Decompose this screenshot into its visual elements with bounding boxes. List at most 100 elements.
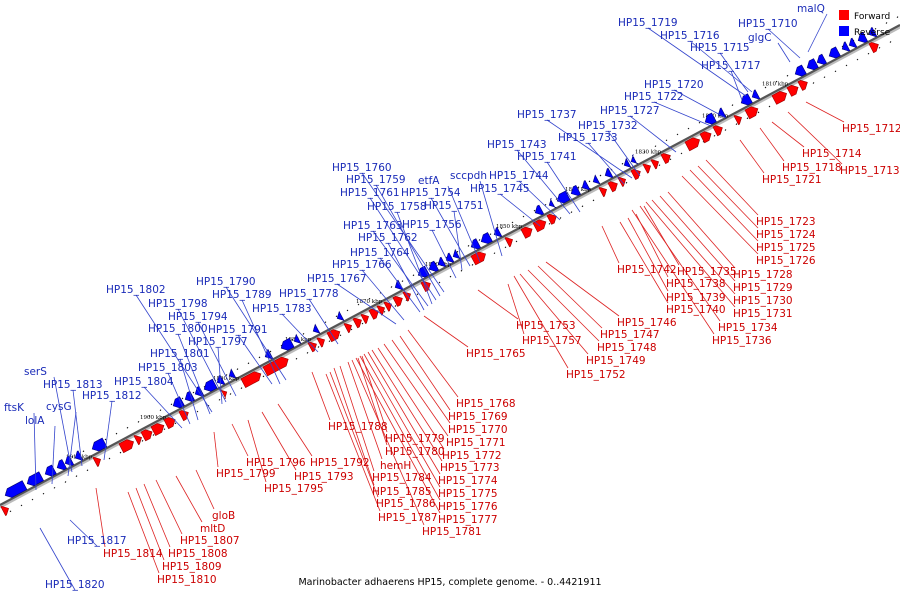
tick-mark xyxy=(493,252,496,255)
reverse-leader-line xyxy=(673,89,727,119)
tick-mark xyxy=(625,181,628,184)
forward-gene-arrow xyxy=(642,163,651,174)
tick-mark xyxy=(159,409,162,412)
tick-mark xyxy=(834,70,837,73)
reverse-leader-line xyxy=(336,283,397,325)
forward-gene-label: HP15_1765 xyxy=(466,348,526,360)
reverse-gene-label: HP15_1743 xyxy=(487,139,547,151)
forward-gene-arrow xyxy=(140,429,153,442)
reverse-gene-arrow xyxy=(841,41,851,52)
reverse-gene-arrow xyxy=(604,167,614,178)
reverse-gene-label: HP15_1783 xyxy=(252,303,312,315)
forward-gene-arrow xyxy=(219,388,228,400)
forward-gene-label: HP15_1748 xyxy=(597,342,657,354)
reverse-gene-arrow xyxy=(44,464,57,477)
reverse-gene-label: serS xyxy=(24,366,47,378)
tick-mark xyxy=(592,199,595,202)
forward-gene-label: HP15_1775 xyxy=(438,488,498,500)
reverse-gene-label: HP15_1758 xyxy=(367,201,427,213)
reverse-gene-arrow xyxy=(534,204,545,216)
forward-gene-arrow xyxy=(868,42,879,54)
reverse-leader-line xyxy=(69,519,98,547)
forward-gene-label: HP15_1742 xyxy=(617,264,677,276)
genome-caption: Marinobacter adhaerens HP15, complete ge… xyxy=(298,577,602,588)
forward-leader-line xyxy=(95,487,106,548)
forward-gene-arrow xyxy=(307,341,317,353)
reverse-gene-arrow xyxy=(794,64,807,77)
reverse-gene-label: HP15_1778 xyxy=(279,288,339,300)
forward-leader-line xyxy=(311,371,331,421)
reverse-leader-line xyxy=(430,197,471,267)
forward-leader-line xyxy=(347,361,383,460)
forward-leader-line xyxy=(739,139,765,174)
forward-leader-line xyxy=(175,475,203,523)
reverse-gene-label: HP15_1715 xyxy=(690,42,750,54)
reverse-leader-line xyxy=(629,115,677,153)
forward-gene-label: HP15_1771 xyxy=(446,437,506,449)
tick-mark xyxy=(757,111,760,114)
tick-mark xyxy=(108,457,111,460)
reverse-gene-label: HP15_1719 xyxy=(618,17,678,29)
forward-leader-line xyxy=(231,423,249,457)
reverse-leader-line xyxy=(51,425,56,485)
tick-mark xyxy=(42,492,45,495)
legend-reverse-swatch xyxy=(839,26,849,36)
forward-leader-line xyxy=(351,359,425,526)
reverse-gene-arrow xyxy=(56,459,68,471)
reverse-gene-label: HP15_1745 xyxy=(470,183,530,195)
reverse-gene-arrow xyxy=(570,184,582,196)
tick-mark xyxy=(533,209,536,212)
forward-gene-arrow xyxy=(92,456,101,467)
reverse-gene-arrow xyxy=(592,174,601,185)
tick-mark xyxy=(170,403,173,406)
forward-gene-label: HP15_1786 xyxy=(376,498,436,510)
forward-gene-label: HP15_1777 xyxy=(438,514,498,526)
tick-label: 1810 kbp xyxy=(762,81,789,87)
reverse-gene-label: HP15_1767 xyxy=(307,273,367,285)
forward-gene-label: mltD xyxy=(200,523,225,535)
forward-leader-line xyxy=(155,479,183,535)
reverse-leader-line xyxy=(72,389,83,467)
reverse-gene-label: HP15_1744 xyxy=(489,170,549,182)
forward-leader-line xyxy=(355,357,441,514)
forward-leader-line xyxy=(423,315,469,348)
reverse-gene-label: HP15_1790 xyxy=(196,276,256,288)
forward-gene-arrow xyxy=(133,435,142,446)
forward-gene-label: HP15_1768 xyxy=(456,398,516,410)
reverse-leader-line xyxy=(387,242,425,311)
tick-mark xyxy=(735,123,738,125)
reverse-leader-line xyxy=(396,211,433,305)
forward-leader-line xyxy=(681,175,759,255)
tick-mark xyxy=(812,82,815,84)
forward-leader-line xyxy=(705,159,759,216)
tick-label: 1870 kbp xyxy=(356,299,383,305)
forward-leader-line xyxy=(631,209,715,335)
reverse-gene-label: HP15_1762 xyxy=(358,232,418,244)
forward-leader-line xyxy=(759,127,785,162)
reverse-gene-label: HP15_1813 xyxy=(43,379,103,391)
tick-mark xyxy=(119,451,122,454)
reverse-gene-label: HP15_1760 xyxy=(332,162,392,174)
tick-mark xyxy=(401,280,404,282)
tick-mark xyxy=(478,239,481,241)
reverse-gene-label: HP15_1794 xyxy=(168,311,228,323)
legend-forward-swatch xyxy=(839,10,849,20)
reverse-leader-line xyxy=(67,411,77,477)
tick-mark xyxy=(896,16,899,18)
reverse-gene-arrow xyxy=(312,323,321,334)
reverse-gene-arrow xyxy=(493,226,503,238)
tick-mark xyxy=(181,397,184,400)
forward-gene-label: HP15_1776 xyxy=(438,501,498,513)
tick-label: 1860 kbp xyxy=(425,262,452,268)
tick-mark xyxy=(137,421,140,423)
reverse-gene-arrow xyxy=(203,378,218,392)
reverse-gene-label: HP15_1710 xyxy=(738,18,798,30)
reverse-gene-arrow xyxy=(280,337,295,351)
reverse-gene-label: HP15_1727 xyxy=(600,105,660,117)
forward-leader-line xyxy=(787,111,843,165)
tick-mark xyxy=(218,398,221,401)
reverse-leader-line xyxy=(308,298,339,345)
forward-leader-line xyxy=(363,353,441,488)
forward-leader-line xyxy=(359,355,441,501)
